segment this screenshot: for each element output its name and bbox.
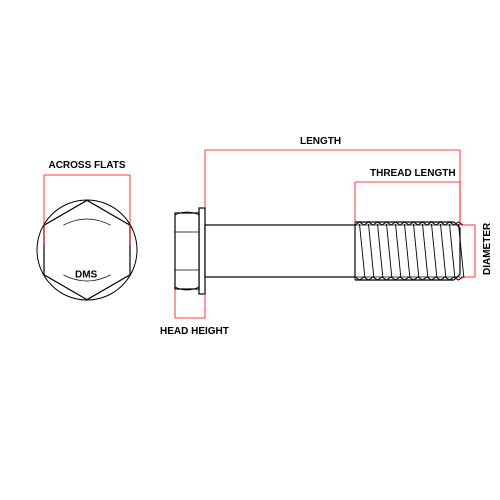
dms-label: DMS <box>75 269 98 280</box>
bolt-side-view <box>175 208 464 294</box>
thread-helix <box>396 224 401 278</box>
thread-helix <box>423 224 428 278</box>
thread-helix <box>369 224 374 278</box>
head-flange <box>199 208 205 294</box>
thread-length-label: THREAD LENGTH <box>370 168 456 179</box>
thread-helix <box>405 224 410 278</box>
thread-helix <box>432 224 437 278</box>
thread-helix <box>450 224 455 278</box>
hex-head-polygon <box>44 200 130 299</box>
thread-helix <box>459 224 464 278</box>
bolt-head-side <box>175 213 199 289</box>
across-flats-label: ACROSS FLATS <box>48 160 125 171</box>
thread-helix <box>360 224 365 278</box>
head-height-label: HEAD HEIGHT <box>160 326 229 337</box>
thread-helix <box>378 224 383 278</box>
diameter-label: DIAMETER <box>482 222 493 275</box>
thread-helix <box>414 224 419 278</box>
bolt-shank <box>205 225 355 277</box>
thread-helix <box>387 224 392 278</box>
length-label: LENGTH <box>300 136 341 147</box>
thread-helix <box>441 224 446 278</box>
